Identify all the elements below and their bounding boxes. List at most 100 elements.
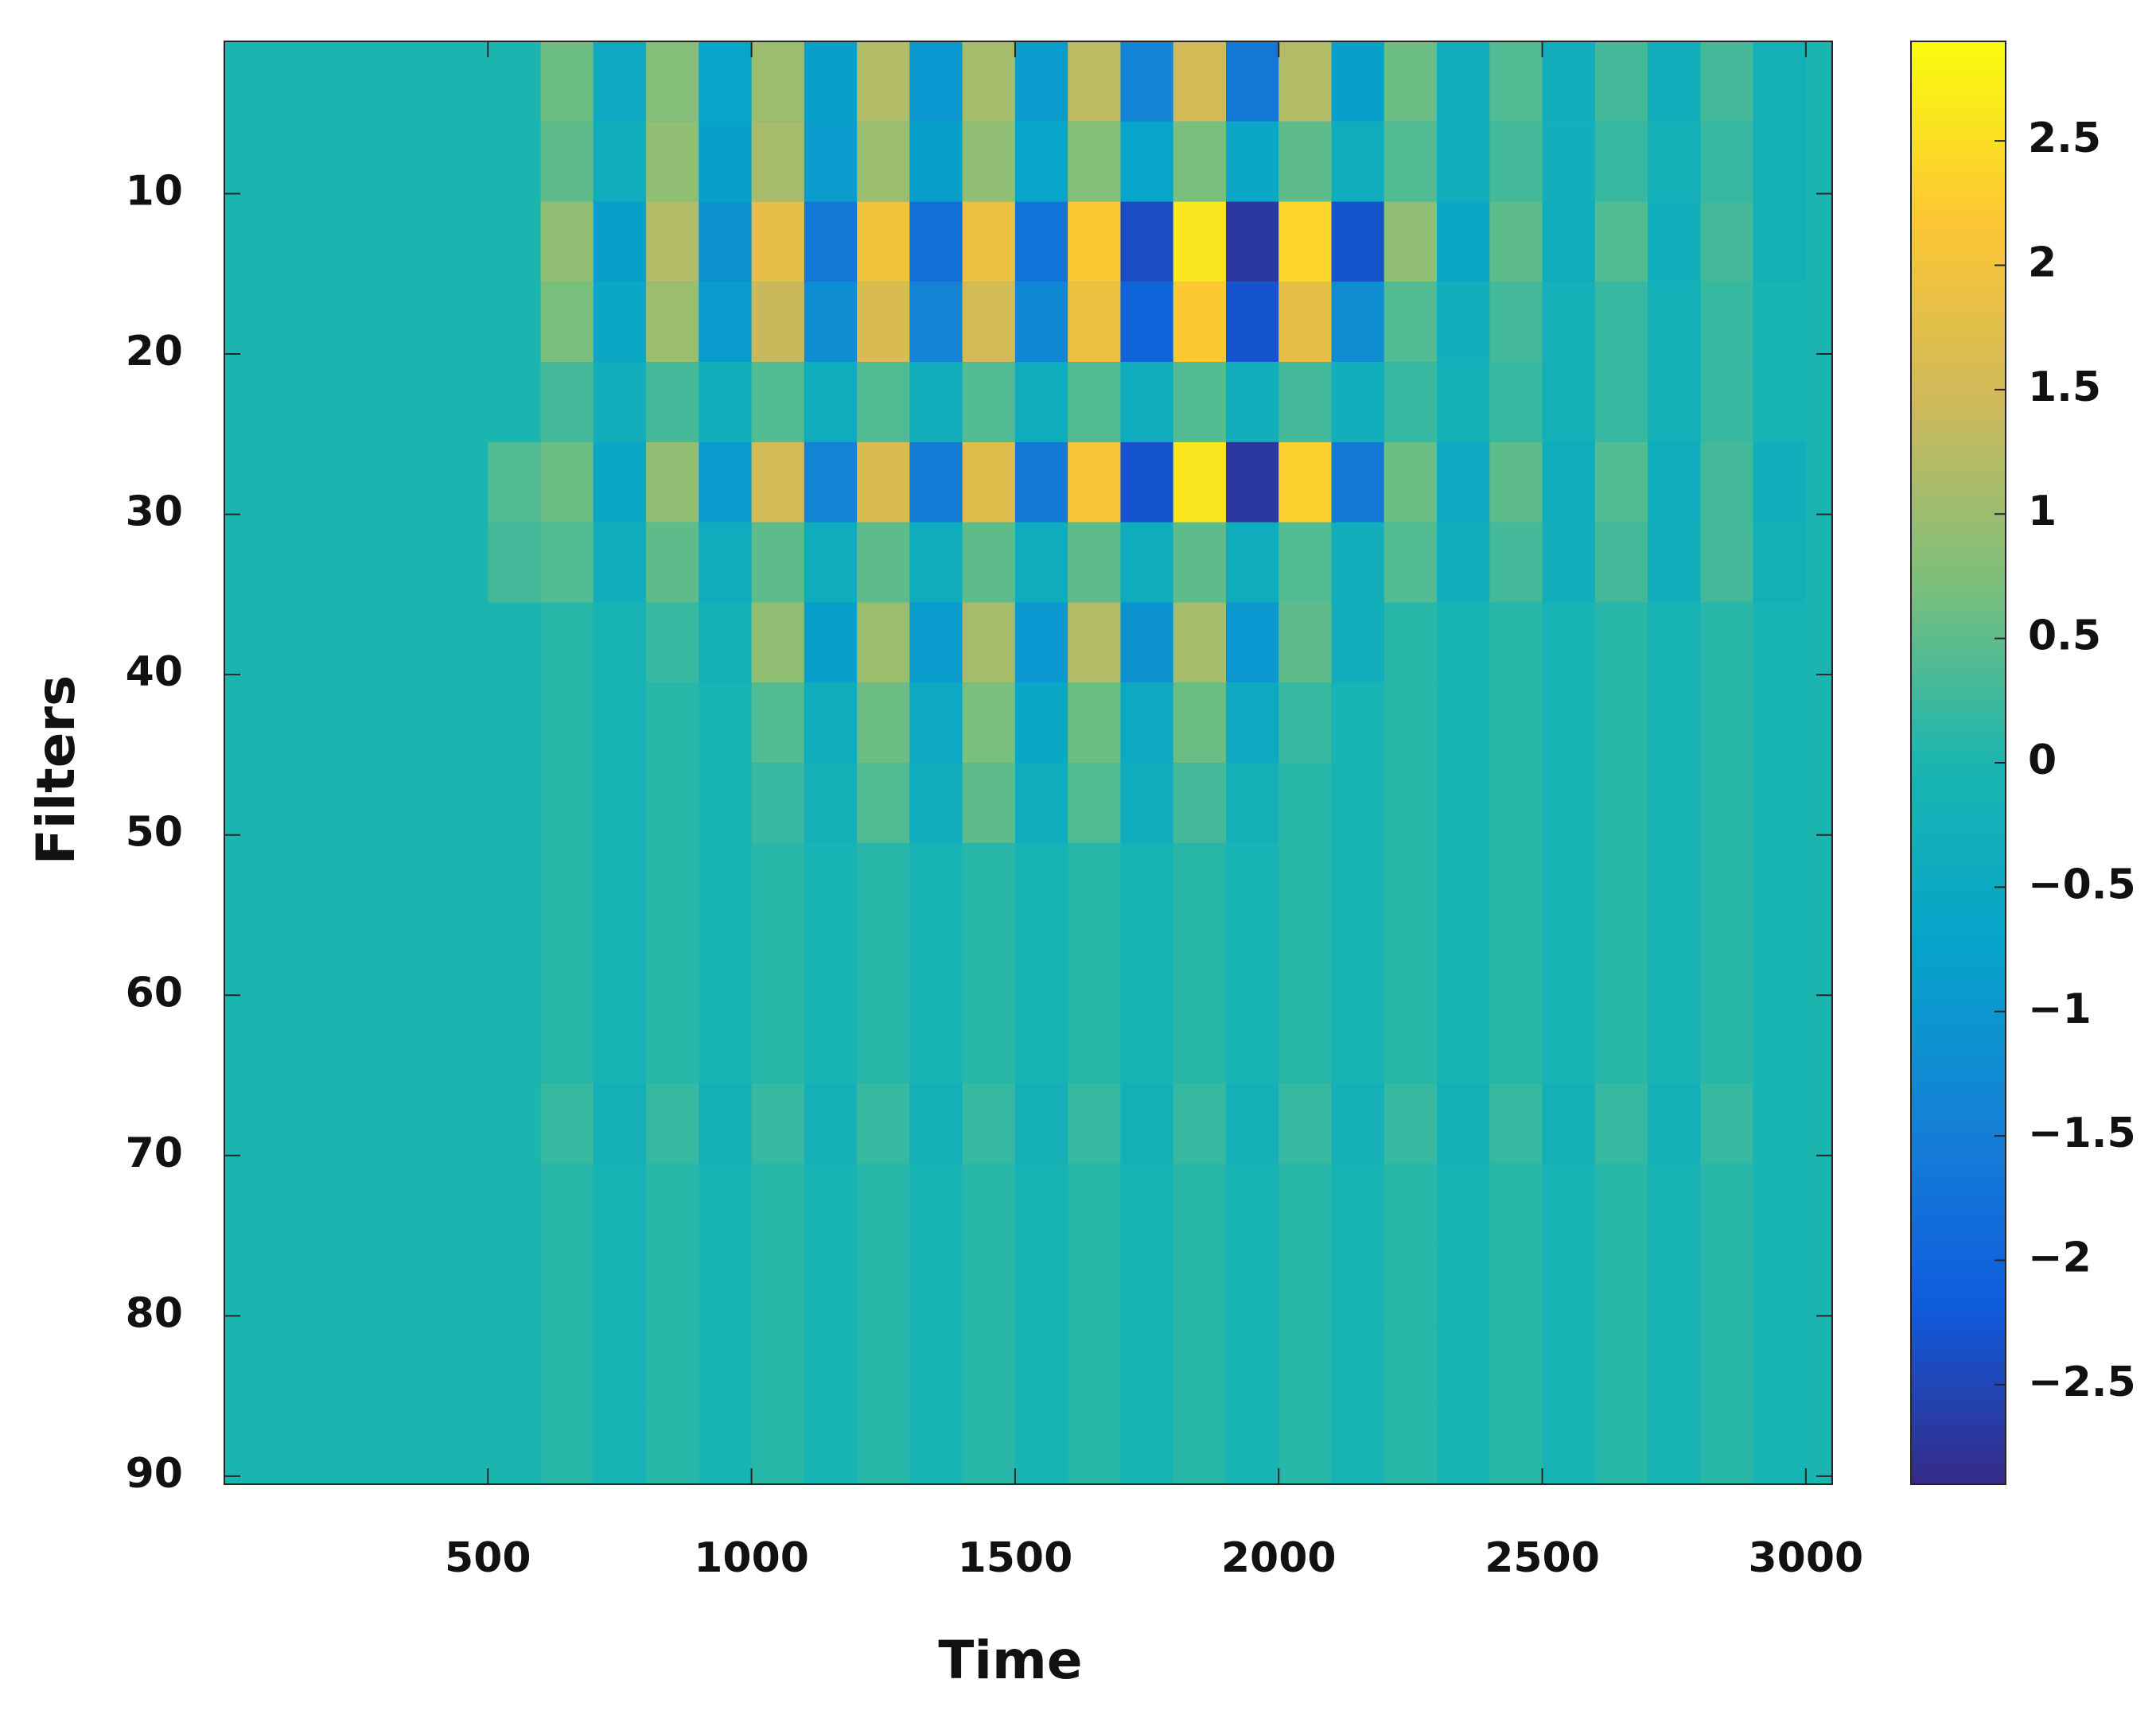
heatmap-cell bbox=[1753, 1404, 1806, 1484]
heatmap-cell bbox=[1278, 1163, 1332, 1244]
heatmap-cell bbox=[1489, 41, 1543, 122]
heatmap-cell bbox=[329, 1243, 383, 1324]
heatmap-cell bbox=[1014, 602, 1068, 683]
heatmap-cell bbox=[1383, 923, 1438, 1004]
heatmap-cell bbox=[962, 1404, 1015, 1484]
heatmap-cell bbox=[1120, 1243, 1173, 1324]
heatmap-cell bbox=[1542, 1243, 1595, 1324]
heatmap-cell bbox=[1437, 121, 1490, 202]
heatmap-cell bbox=[540, 602, 593, 683]
heatmap-cell bbox=[1278, 923, 1332, 1004]
heatmap-cell bbox=[382, 1404, 436, 1484]
heatmap-cell bbox=[1489, 441, 1543, 523]
y-tick-label: 10 bbox=[126, 167, 183, 215]
heatmap-cell bbox=[277, 842, 330, 923]
heatmap-cell bbox=[646, 522, 699, 603]
heatmap-cell bbox=[1120, 1324, 1173, 1405]
heatmap-cell bbox=[1594, 842, 1648, 923]
heatmap-cell bbox=[540, 1003, 593, 1084]
heatmap-cell bbox=[962, 41, 1015, 122]
heatmap-cell bbox=[751, 682, 804, 763]
heatmap-cell bbox=[382, 842, 436, 923]
heatmap-cell bbox=[1331, 842, 1384, 923]
heatmap-cell bbox=[751, 522, 804, 603]
heatmap-cell bbox=[646, 1243, 699, 1324]
heatmap-cell bbox=[1489, 1163, 1543, 1244]
heatmap-cell bbox=[1225, 1003, 1279, 1084]
heatmap-cell bbox=[909, 682, 963, 763]
heatmap-cell bbox=[488, 1163, 541, 1244]
heatmap-cell bbox=[962, 522, 1015, 603]
heatmap-cell bbox=[435, 1003, 488, 1084]
heatmap-cell bbox=[1331, 923, 1384, 1004]
heatmap-cell bbox=[1331, 1003, 1384, 1084]
heatmap-cell bbox=[751, 923, 804, 1004]
heatmap-cell bbox=[1278, 121, 1332, 202]
heatmap-cell bbox=[1594, 923, 1648, 1004]
heatmap-cell bbox=[1383, 842, 1438, 923]
y-axis-label: Filters bbox=[25, 675, 87, 865]
y-tick-label: 80 bbox=[126, 1289, 183, 1337]
heatmap-cell bbox=[1331, 121, 1384, 202]
heatmap-cell bbox=[857, 441, 910, 523]
heatmap-cell bbox=[1437, 842, 1490, 923]
heatmap-cell bbox=[1437, 522, 1490, 603]
heatmap-cell bbox=[382, 282, 436, 363]
heatmap-cell bbox=[1594, 1163, 1648, 1244]
heatmap-cell bbox=[1594, 1324, 1648, 1405]
x-axis-label: Time bbox=[938, 1630, 1082, 1691]
heatmap-cell bbox=[699, 1324, 752, 1405]
heatmap-cell bbox=[1068, 441, 1121, 523]
heatmap-cell bbox=[909, 522, 963, 603]
heatmap-cell bbox=[540, 201, 593, 282]
heatmap-cell bbox=[1383, 1163, 1438, 1244]
heatmap-cell bbox=[909, 923, 963, 1004]
heatmap-cell bbox=[1489, 763, 1543, 843]
heatmap-cell bbox=[593, 763, 647, 843]
heatmap-cell bbox=[804, 1083, 858, 1164]
heatmap-cell bbox=[1437, 1324, 1490, 1405]
heatmap-cell bbox=[1700, 522, 1753, 603]
heatmap-cell bbox=[277, 362, 330, 442]
heatmap-cell bbox=[1173, 41, 1226, 122]
heatmap-cell bbox=[1542, 282, 1595, 363]
heatmap-cell bbox=[1278, 602, 1332, 683]
heatmap-cell bbox=[435, 682, 488, 763]
heatmap-cell bbox=[1278, 362, 1332, 442]
heatmap-cell bbox=[540, 282, 593, 363]
heatmap-cell bbox=[1173, 1243, 1226, 1324]
heatmap-cell bbox=[646, 682, 699, 763]
heatmap-cell bbox=[1014, 441, 1068, 523]
heatmap-cell bbox=[1648, 441, 1701, 523]
heatmap-cell bbox=[540, 923, 593, 1004]
heatmap-cell bbox=[593, 602, 647, 683]
heatmap-cell bbox=[1014, 1243, 1068, 1324]
heatmap-cell bbox=[1383, 1324, 1438, 1405]
heatmap-cell bbox=[1383, 763, 1438, 843]
heatmap-cell bbox=[1120, 121, 1173, 202]
heatmap-cell bbox=[1278, 282, 1332, 363]
heatmap-cell bbox=[277, 1243, 330, 1324]
x-tick-label: 3000 bbox=[1749, 1534, 1864, 1582]
heatmap-cell bbox=[540, 1404, 593, 1484]
heatmap-cell bbox=[540, 441, 593, 523]
heatmap-cell bbox=[1437, 41, 1490, 122]
heatmap-cell bbox=[224, 41, 278, 122]
heatmap-cell bbox=[382, 923, 436, 1004]
heatmap-cell bbox=[1278, 842, 1332, 923]
heatmap-cell bbox=[593, 1083, 647, 1164]
heatmap-cell bbox=[488, 763, 541, 843]
heatmap-cell bbox=[1068, 842, 1121, 923]
heatmap-cell bbox=[646, 201, 699, 282]
heatmap-cell bbox=[962, 602, 1015, 683]
colorbar-tick-label: 1.5 bbox=[2028, 363, 2101, 411]
heatmap-cell bbox=[1225, 282, 1279, 363]
heatmap-cell bbox=[1489, 1404, 1543, 1484]
heatmap-cell bbox=[1383, 1003, 1438, 1084]
heatmap-cell bbox=[1753, 923, 1806, 1004]
heatmap-cell bbox=[1753, 282, 1806, 363]
heatmap-cell bbox=[277, 1163, 330, 1244]
heatmap-cell bbox=[1489, 362, 1543, 442]
heatmap-cell bbox=[1278, 441, 1332, 523]
heatmap-cell bbox=[1173, 763, 1226, 843]
